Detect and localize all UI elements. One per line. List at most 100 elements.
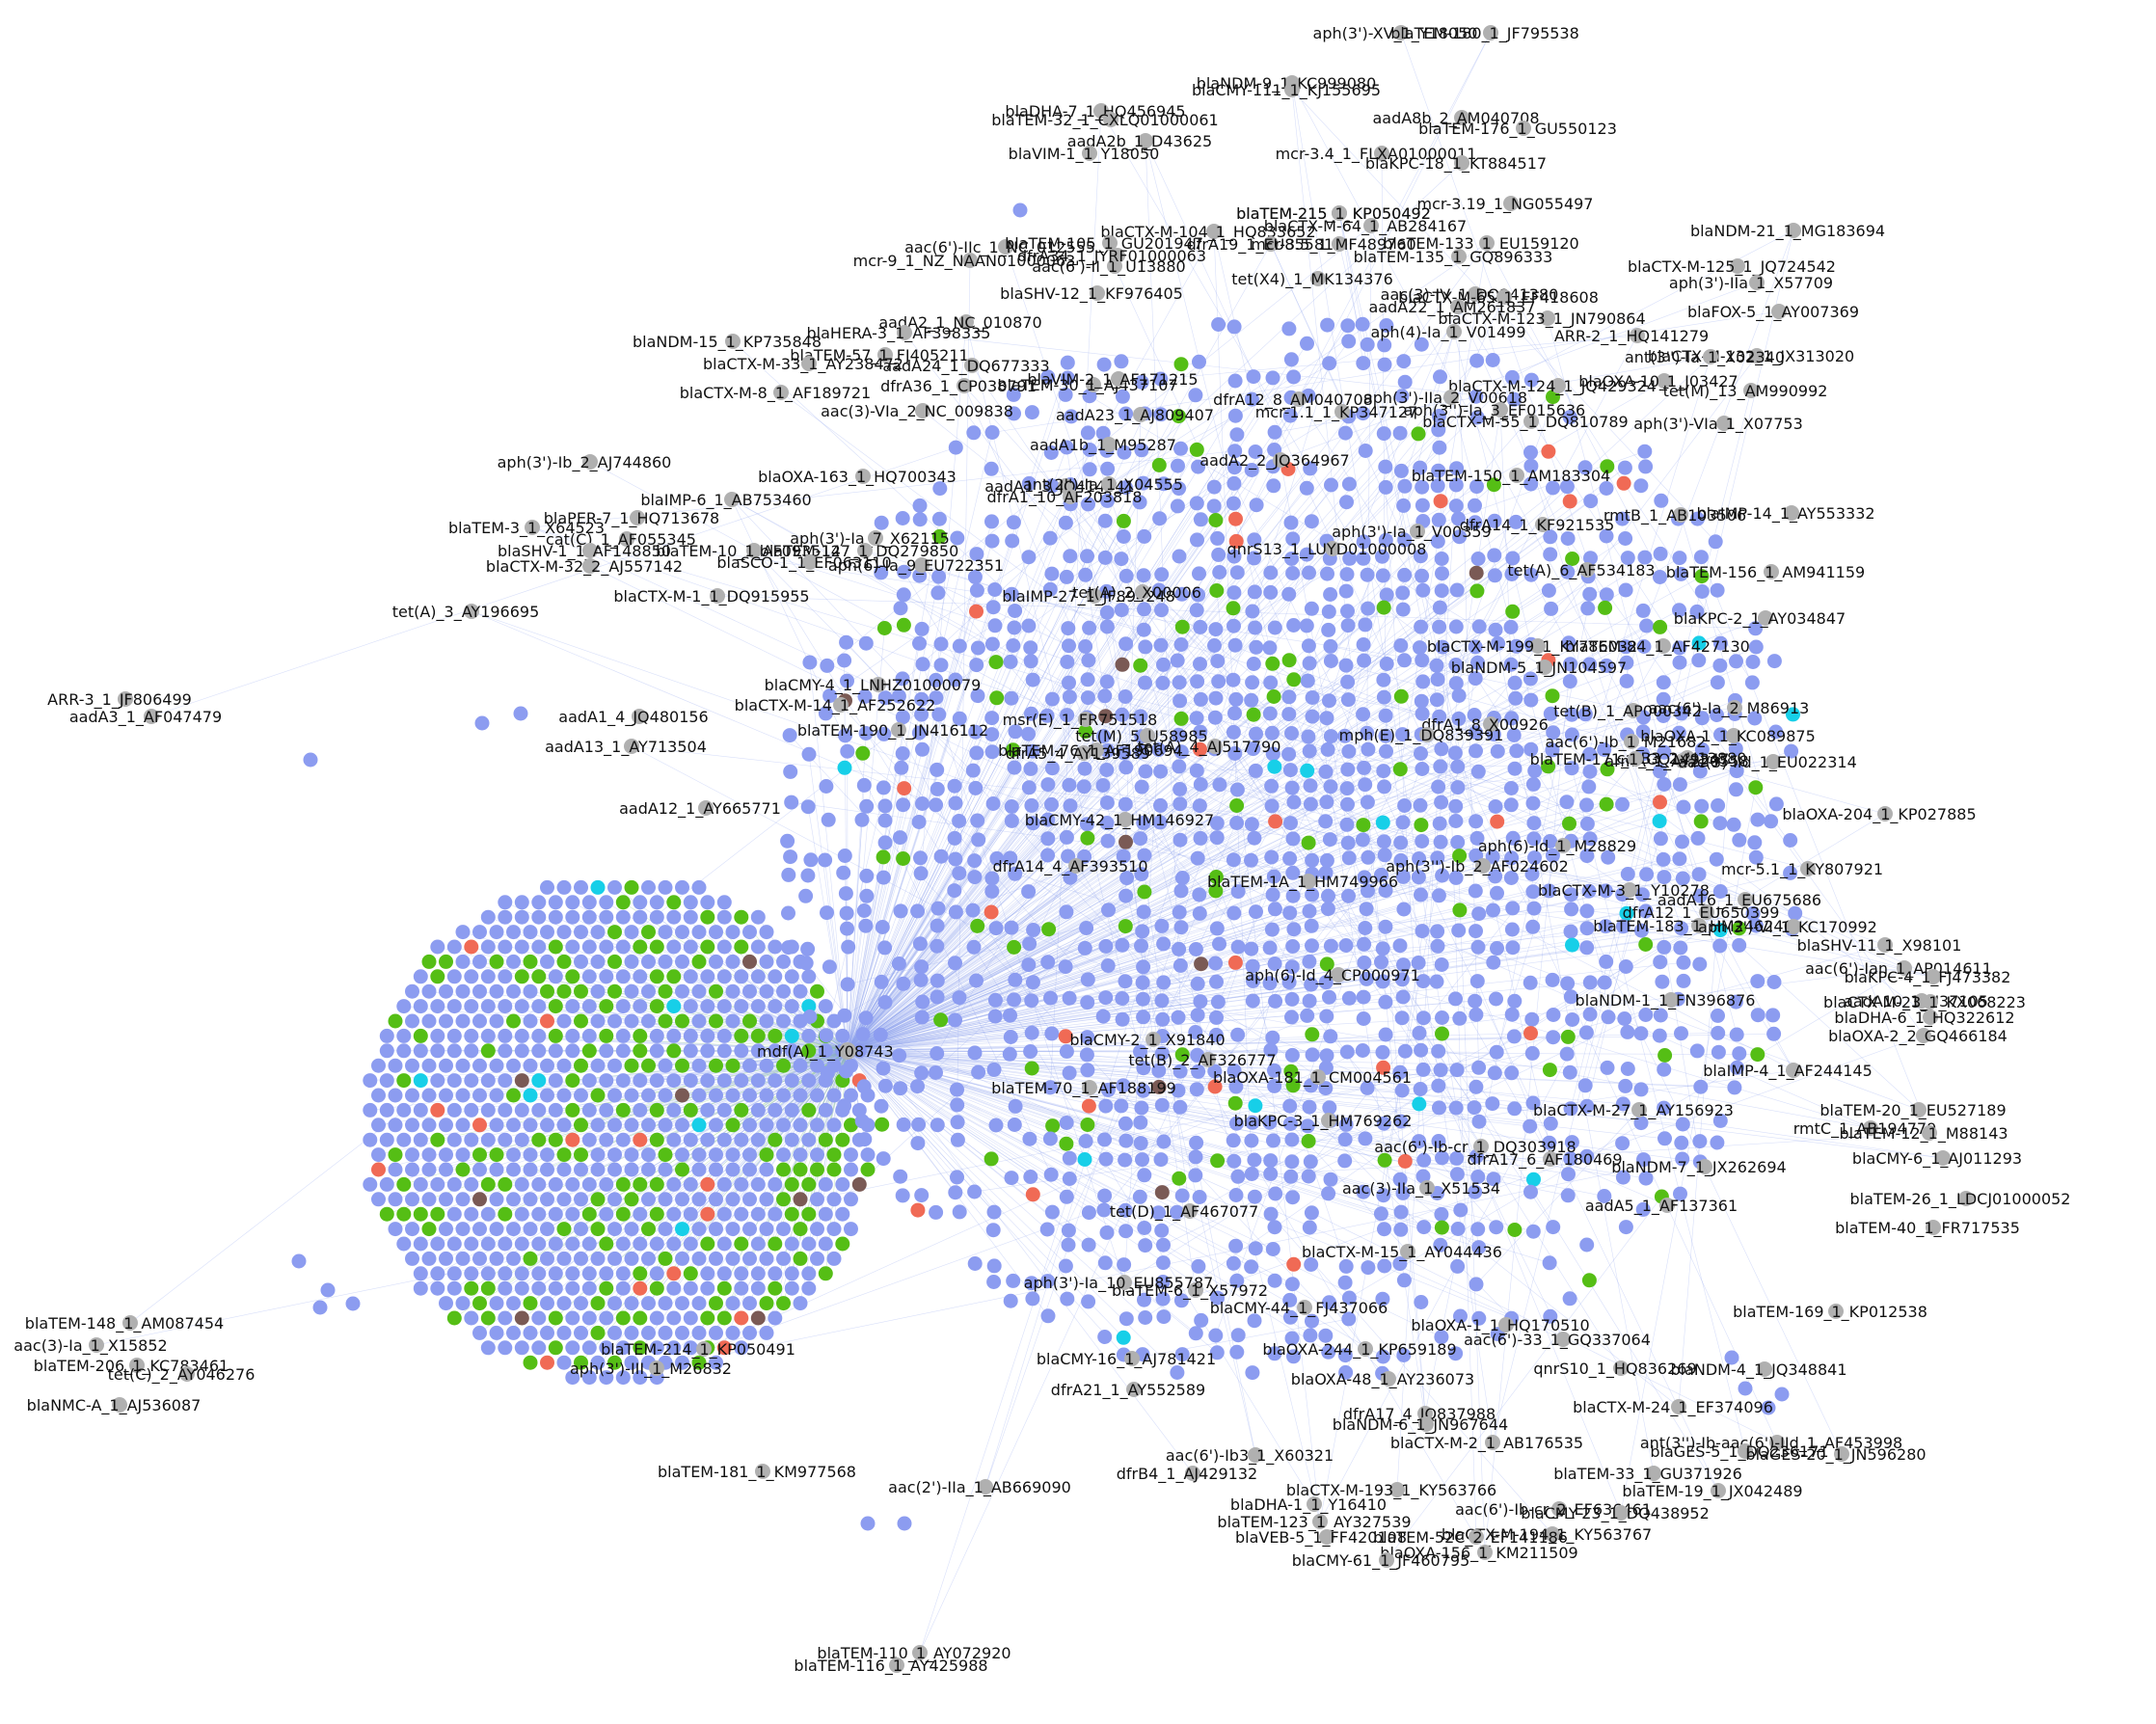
sample-node[interactable] bbox=[1226, 460, 1242, 475]
sample-node[interactable] bbox=[826, 1251, 842, 1266]
sample-node[interactable] bbox=[1134, 779, 1149, 795]
sample-node[interactable] bbox=[1118, 406, 1134, 421]
sample-node[interactable] bbox=[514, 1176, 529, 1192]
gene-node-marker[interactable] bbox=[1454, 155, 1469, 171]
sample-node[interactable] bbox=[968, 724, 984, 740]
sample-node[interactable] bbox=[835, 1132, 850, 1147]
sample-node[interactable] bbox=[421, 1251, 437, 1266]
sample-node[interactable] bbox=[1115, 1011, 1130, 1027]
sample-node[interactable] bbox=[818, 1236, 833, 1252]
gene-node-marker[interactable] bbox=[464, 604, 479, 619]
sample-node[interactable] bbox=[759, 1118, 774, 1133]
sample-node[interactable] bbox=[1657, 1131, 1672, 1146]
sample-node[interactable] bbox=[1226, 549, 1242, 564]
gene-node-marker[interactable] bbox=[1738, 1443, 1753, 1459]
sample-node[interactable] bbox=[1008, 866, 1023, 881]
sample-node[interactable] bbox=[523, 1118, 538, 1133]
sample-node[interactable] bbox=[1376, 672, 1391, 687]
sample-node[interactable] bbox=[371, 1118, 386, 1133]
sample-node[interactable] bbox=[421, 1192, 437, 1207]
sample-node[interactable] bbox=[929, 1065, 943, 1080]
sample-node[interactable] bbox=[1468, 883, 1483, 899]
sample-node[interactable] bbox=[633, 1043, 648, 1059]
sample-node[interactable] bbox=[1133, 1136, 1148, 1151]
sample-node[interactable] bbox=[877, 1078, 893, 1093]
sample-node[interactable] bbox=[1172, 957, 1188, 973]
sample-node[interactable] bbox=[1564, 902, 1579, 917]
sample-node[interactable] bbox=[498, 969, 513, 984]
sample-node[interactable] bbox=[1774, 1387, 1790, 1402]
sample-node[interactable] bbox=[455, 1251, 471, 1266]
sample-node[interactable] bbox=[430, 939, 445, 955]
sample-node[interactable] bbox=[548, 1310, 563, 1326]
sample-node[interactable] bbox=[801, 1206, 817, 1222]
sample-node[interactable] bbox=[455, 1147, 471, 1163]
sample-node[interactable] bbox=[1788, 905, 1803, 921]
sample-node[interactable] bbox=[826, 1088, 842, 1103]
sample-node[interactable] bbox=[1562, 1291, 1577, 1306]
gene-node[interactable]: tet(C)_2_AY046276 bbox=[108, 1365, 256, 1385]
sample-node[interactable] bbox=[1208, 956, 1224, 971]
sample-node[interactable] bbox=[1469, 1007, 1484, 1022]
sample-node[interactable] bbox=[700, 1206, 715, 1222]
sample-node[interactable] bbox=[1340, 604, 1355, 619]
sample-node[interactable] bbox=[819, 779, 834, 794]
gene-node-marker[interactable] bbox=[1691, 918, 1707, 933]
sample-node[interactable] bbox=[675, 983, 689, 999]
sample-node[interactable] bbox=[1304, 514, 1319, 529]
sample-node[interactable] bbox=[1283, 352, 1299, 367]
sample-node[interactable] bbox=[1078, 639, 1093, 654]
sample-node[interactable] bbox=[405, 1088, 419, 1103]
sample-node[interactable] bbox=[854, 812, 870, 827]
sample-node[interactable] bbox=[793, 1222, 808, 1237]
sample-node[interactable] bbox=[1322, 693, 1336, 709]
sample-node[interactable] bbox=[615, 1280, 631, 1296]
gene-node-marker[interactable] bbox=[1102, 235, 1118, 251]
sample-node[interactable] bbox=[1543, 529, 1558, 545]
gene-node[interactable]: blaTEM-214_1_KP050491 bbox=[601, 1340, 795, 1360]
gene-node[interactable]: ARR-3_1_JF806499 bbox=[47, 690, 192, 710]
sample-node[interactable] bbox=[1247, 584, 1262, 600]
sample-node[interactable] bbox=[455, 983, 471, 999]
sample-node[interactable] bbox=[1379, 318, 1394, 333]
sample-node[interactable] bbox=[649, 1043, 664, 1059]
sample-node[interactable] bbox=[1341, 1290, 1357, 1306]
sample-node[interactable] bbox=[1357, 870, 1372, 885]
sample-node[interactable] bbox=[1284, 726, 1299, 741]
sample-node[interactable] bbox=[984, 904, 999, 920]
sample-node[interactable] bbox=[784, 999, 799, 1014]
sample-node[interactable] bbox=[548, 1236, 563, 1252]
sample-node[interactable] bbox=[455, 1013, 471, 1029]
gene-node[interactable]: aadA16_1_EU675686 bbox=[1657, 891, 1821, 910]
sample-node[interactable] bbox=[480, 1176, 496, 1192]
gene-node[interactable]: aadA2_1_NC_010870 bbox=[878, 313, 1041, 333]
sample-node[interactable] bbox=[1138, 764, 1153, 779]
sample-node[interactable] bbox=[725, 1251, 741, 1266]
sample-node[interactable] bbox=[1598, 600, 1613, 615]
sample-node[interactable] bbox=[590, 983, 606, 999]
sample-node[interactable] bbox=[1193, 724, 1208, 740]
sample-node[interactable] bbox=[1206, 498, 1222, 514]
sample-node[interactable] bbox=[1101, 902, 1116, 918]
sample-node[interactable] bbox=[896, 976, 911, 991]
sample-node[interactable] bbox=[590, 1013, 606, 1029]
sample-node[interactable] bbox=[1448, 798, 1464, 814]
gene-node-marker[interactable] bbox=[1418, 1416, 1434, 1432]
gene-node[interactable]: blaSCO-1_1_EF063110 bbox=[716, 553, 891, 573]
sample-node[interactable] bbox=[607, 1222, 622, 1237]
sample-node[interactable] bbox=[1265, 887, 1280, 902]
sample-node[interactable] bbox=[1154, 918, 1170, 933]
sample-node[interactable] bbox=[1582, 1007, 1598, 1022]
sample-node[interactable] bbox=[801, 1266, 817, 1281]
sample-node[interactable] bbox=[1376, 1060, 1391, 1075]
sample-node[interactable] bbox=[1581, 1273, 1597, 1288]
sample-node[interactable] bbox=[793, 1296, 808, 1311]
sample-node[interactable] bbox=[439, 1251, 453, 1266]
sample-node[interactable] bbox=[1620, 1024, 1635, 1039]
sample-node[interactable] bbox=[1470, 552, 1486, 566]
gene-node[interactable]: blaCMY-23_1_DQ438952 bbox=[1521, 1504, 1710, 1523]
sample-node[interactable] bbox=[523, 1192, 538, 1207]
sample-node[interactable] bbox=[857, 688, 873, 704]
sample-node[interactable] bbox=[1136, 959, 1151, 975]
sample-node[interactable] bbox=[793, 1162, 808, 1177]
